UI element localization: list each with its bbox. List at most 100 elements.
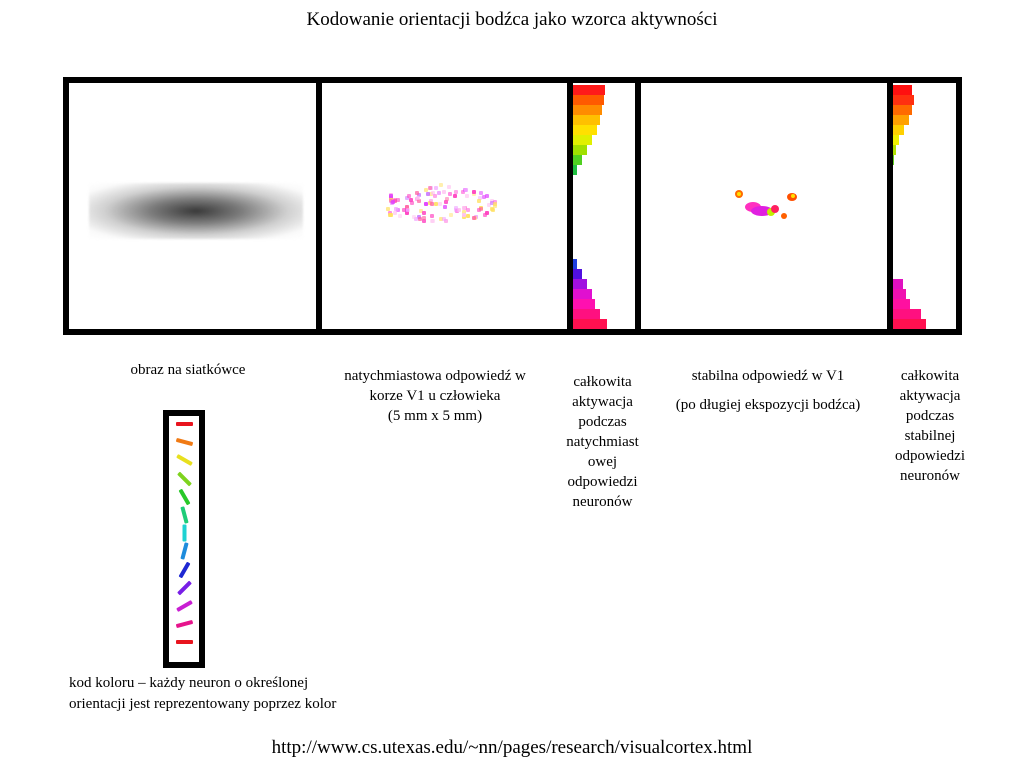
activation-pixel [417, 216, 422, 221]
activation-pixel [417, 198, 422, 203]
histogram-bar [573, 95, 604, 105]
legend-description: kod koloru – każdy neuron o określonej o… [69, 675, 337, 712]
activation-pixel [438, 183, 443, 188]
caption-line: odpowiedzi [895, 448, 965, 464]
activation-pixel [481, 195, 486, 200]
orientation-tick [178, 488, 191, 506]
activation-pixel [476, 207, 481, 212]
activation-pixel [417, 192, 422, 197]
total-stable-caption: całkowita aktywacja podczas stabilnej odpowi… [882, 366, 978, 486]
activation-pixel [405, 207, 410, 212]
activation-pixel [427, 201, 432, 206]
histogram-bar [573, 85, 605, 95]
activation-pixel [484, 194, 489, 199]
activation-pixel [447, 184, 452, 189]
activation-pixel [486, 203, 491, 208]
figure-frame [63, 77, 962, 335]
activation-pixel [472, 215, 477, 220]
histogram-bar [893, 309, 921, 319]
caption-line: odpowiedzi [567, 474, 638, 490]
activation-pixel [442, 204, 447, 209]
activation-pixel [445, 197, 450, 202]
histogram-bar [573, 269, 582, 279]
activation-pixel [461, 205, 466, 210]
activation-pixel [485, 210, 490, 215]
activation-pixel [386, 206, 391, 211]
activation-pixel [421, 216, 426, 221]
histogram-bar [573, 125, 597, 135]
orientation-tick [176, 454, 193, 467]
activation-pixel [449, 213, 454, 218]
activation-pixel [454, 208, 459, 213]
histogram-bar [893, 299, 910, 309]
stable-histogram-panel [893, 83, 956, 329]
activation-pixel [404, 205, 409, 210]
activation-pixel [423, 187, 428, 192]
activation-pixel [453, 193, 458, 198]
activation-pixel [430, 214, 435, 219]
activation-pixel [388, 213, 393, 218]
activation-pixel [767, 208, 775, 216]
histogram-bar [893, 95, 914, 105]
activation-pixel [428, 191, 433, 196]
histogram-bar [893, 319, 926, 329]
activation-pixel [491, 208, 496, 213]
activation-pixel [453, 189, 458, 194]
activation-pixel [396, 208, 401, 213]
orientation-tick [175, 438, 194, 447]
caption-line: neuronów [900, 468, 960, 484]
stable-response-panel [641, 83, 887, 329]
activation-pixel [472, 190, 476, 195]
caption-line: całkowita [900, 368, 960, 384]
activation-pixel [408, 197, 413, 202]
activation-pixel [423, 201, 428, 206]
activation-pixel [457, 207, 462, 212]
activation-pixel [489, 200, 494, 205]
orientation-tick [178, 561, 191, 578]
activation-pixel [771, 205, 779, 213]
activation-pixel [430, 201, 435, 206]
activation-pixel [478, 195, 483, 200]
activation-pixel [416, 196, 421, 201]
histogram-bar [573, 259, 577, 269]
activation-pixel [394, 206, 398, 211]
activation-pixel [432, 194, 437, 198]
activation-pixel [404, 210, 409, 215]
caption-line: aktywacja [572, 394, 633, 410]
histogram-bar [893, 115, 909, 125]
caption-line: całkowita [573, 374, 632, 390]
caption-line: owej [587, 454, 618, 470]
histogram-bar [893, 145, 896, 155]
activation-pixel [410, 201, 415, 206]
activation-pixel [466, 207, 471, 212]
activation-pixel [395, 197, 400, 202]
activation-pixel [412, 214, 417, 219]
activation-pixel [482, 213, 487, 218]
activation-pixel [425, 191, 430, 196]
activation-pixel [442, 189, 447, 194]
caption-line: neuronów [572, 494, 633, 510]
activation-pixel [442, 217, 447, 222]
caption-line: podczas [578, 414, 627, 430]
activation-pixel [429, 219, 434, 224]
activation-pixel [791, 194, 795, 198]
histogram-bar [893, 85, 912, 95]
histogram-bar [893, 135, 899, 145]
activation-pixel [444, 199, 449, 204]
activation-pixel [751, 206, 773, 216]
histogram-bar [573, 289, 592, 299]
activation-pixel [444, 218, 449, 223]
activation-pixel [493, 199, 498, 204]
activation-pixel [389, 200, 394, 205]
total-immediate-caption: całkowita aktywacja podczas natychmiast owej… [555, 372, 650, 512]
activation-pixel [437, 202, 442, 207]
caption-line: stabilnej [904, 428, 956, 444]
orientation-tick [180, 542, 189, 561]
activation-pixel [433, 185, 438, 190]
retina-caption: obraz na siatkówce [130, 362, 246, 378]
orientation-tick [177, 471, 192, 487]
activation-pixel [434, 202, 439, 207]
histogram-bar [893, 125, 904, 135]
histogram-bar [573, 319, 607, 329]
histogram-bar [573, 145, 587, 155]
